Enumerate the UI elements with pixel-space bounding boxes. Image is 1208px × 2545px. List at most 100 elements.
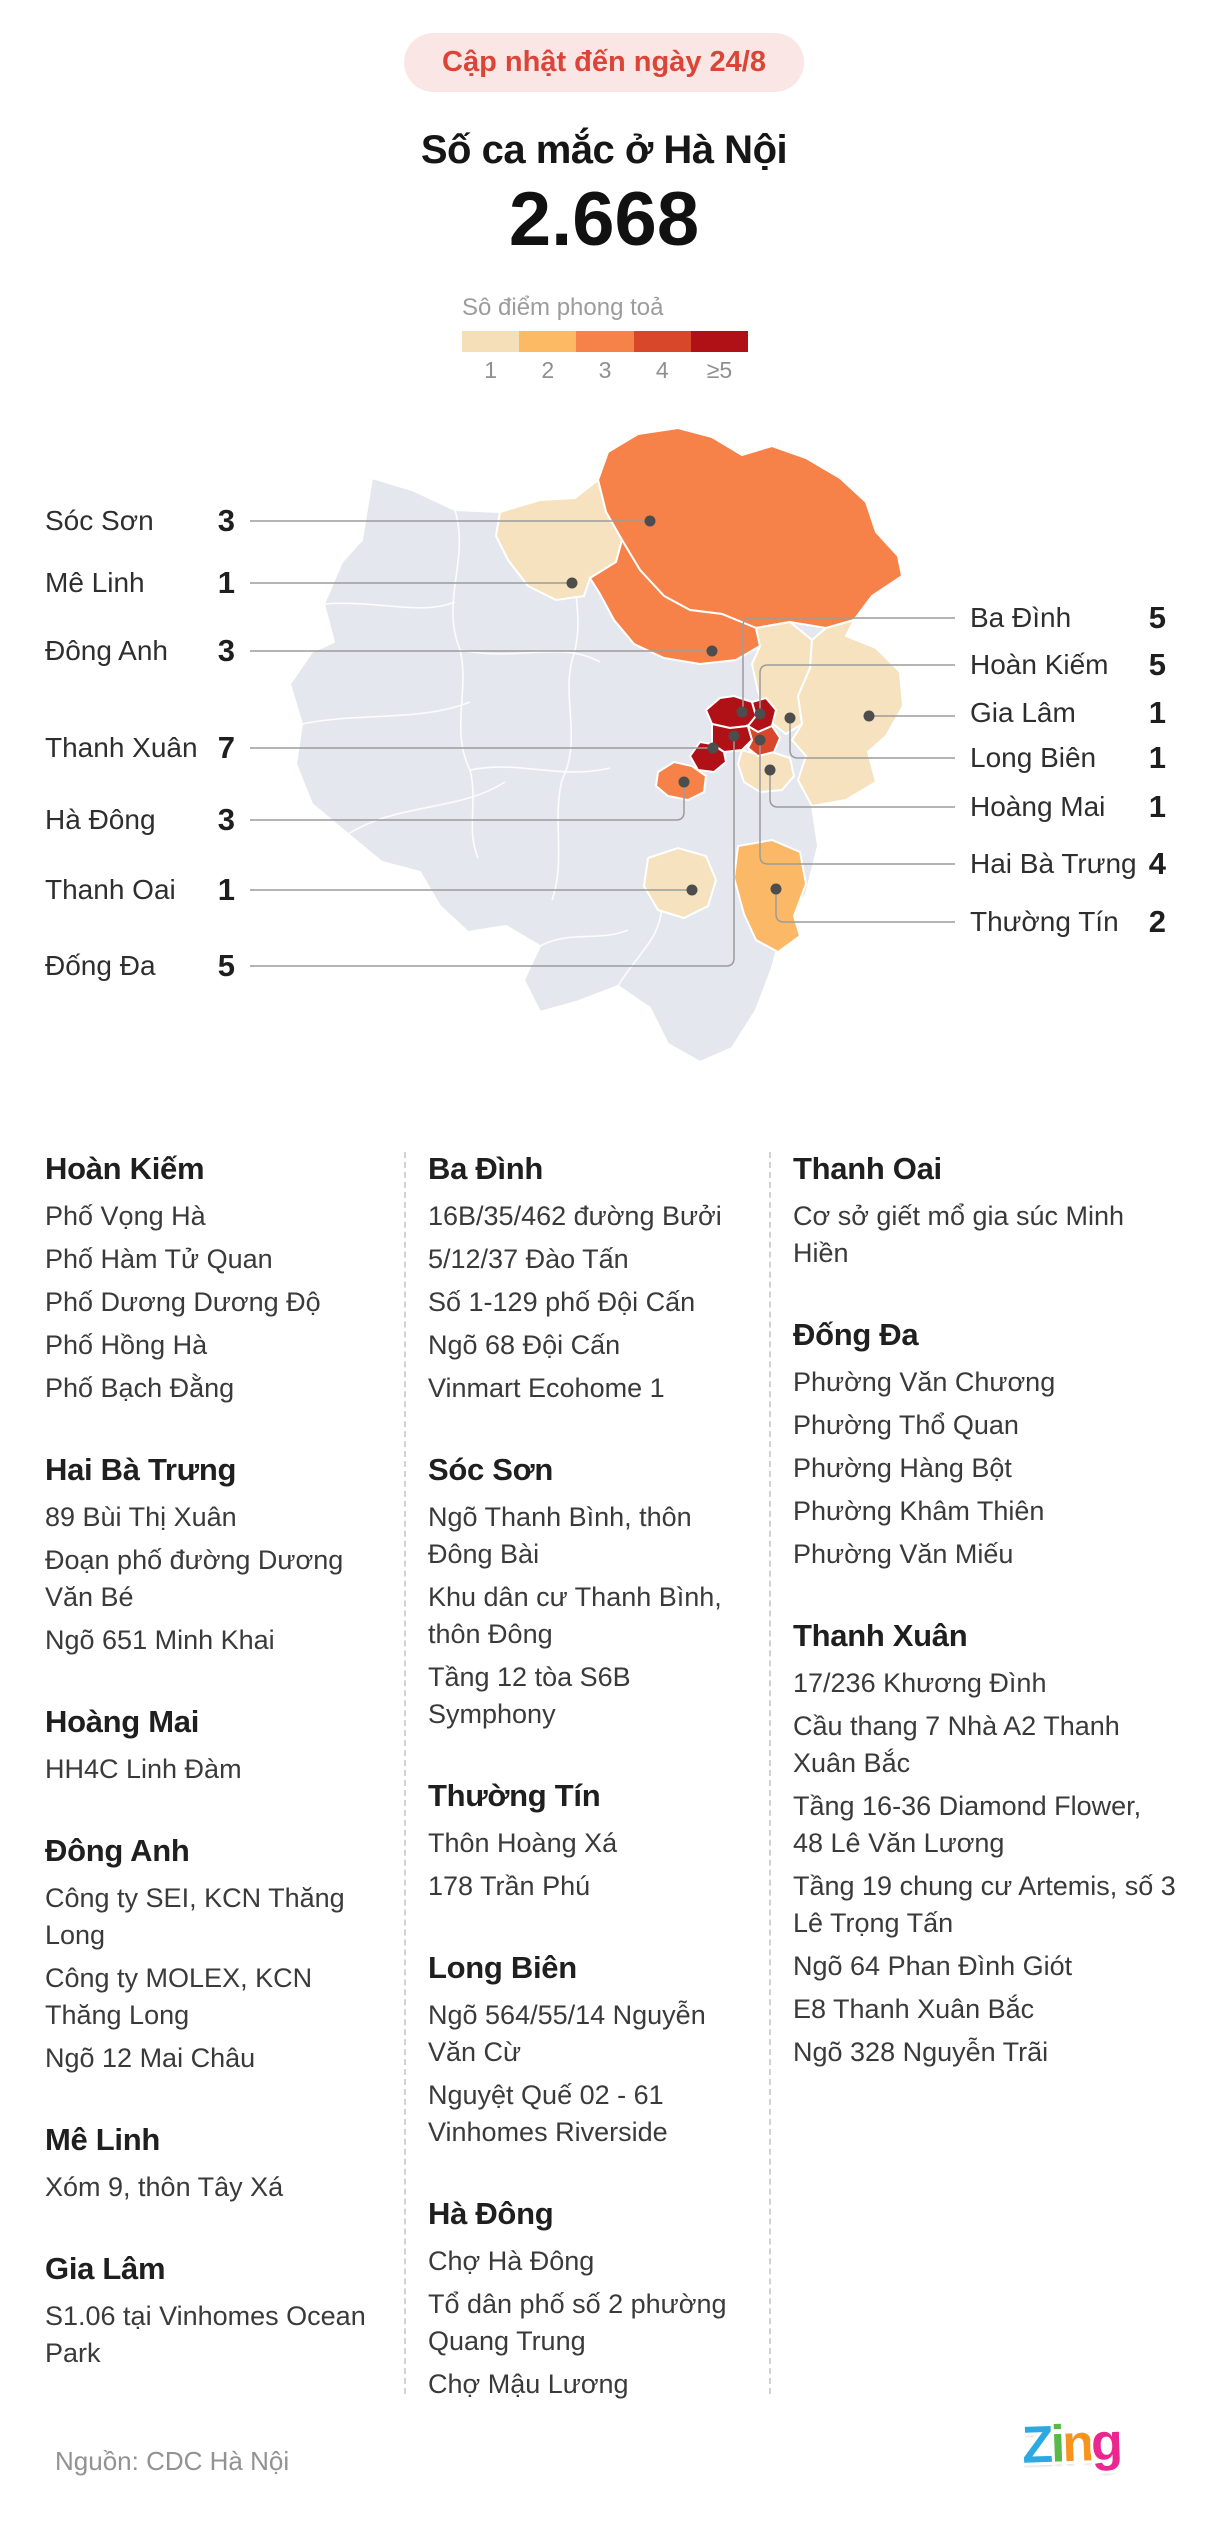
list-entry: 16B/35/462 đường Bưởi (428, 1201, 722, 1231)
district-value: 3 (217, 802, 235, 837)
legend-swatch (633, 331, 691, 352)
list-entry: Tầng 16-36 Diamond Flower, 48 Lê Văn Lươ… (793, 1791, 1142, 1858)
legend-tick-label: ≥5 (706, 357, 733, 383)
legend-tick-label: 1 (484, 357, 497, 383)
list-entry: Ngõ 64 Phan Đình Giót (793, 1951, 1073, 1981)
page-title: Số ca mắc ở Hà Nội (420, 128, 788, 172)
list-entry: 5/12/37 Đào Tấn (428, 1244, 629, 1274)
list-entry: E8 Thanh Xuân Bắc (793, 1994, 1035, 2024)
list-entry: Công ty MOLEX, KCN Thăng Long (45, 1963, 313, 2030)
list-entry: Phố Dương Dương Độ (45, 1287, 321, 1317)
district-name: Hoàn Kiếm (970, 649, 1109, 680)
district-name: Hai Bà Trưng (970, 848, 1137, 879)
district-value: 2 (1148, 904, 1166, 939)
list-entry: 178 Trần Phú (428, 1871, 591, 1901)
list-entry: Ngõ 651 Minh Khai (45, 1625, 275, 1655)
list-entry: Thường Tín (428, 1778, 601, 1813)
list-entry: Phố Bạch Đằng (45, 1373, 235, 1403)
district-name: Hà Đông (45, 804, 156, 835)
list-entry: Long Biên (428, 1950, 577, 1985)
list-entry: Chợ Hà Đông (428, 2246, 595, 2276)
list-entry: Xóm 9, thôn Tây Xá (45, 2172, 284, 2202)
district-dong-anh (588, 537, 762, 666)
district-value: 3 (217, 503, 235, 538)
list-entry: Cơ sở giết mổ gia súc Minh Hiền (793, 1201, 1125, 1268)
district-thuong-tin (732, 838, 808, 954)
list-entry: Thanh Oai (793, 1151, 942, 1186)
district-name: Long Biên (970, 742, 1097, 773)
list-entry: Nguyệt Quế 02 - 61 Vinhomes Riverside (428, 2080, 668, 2147)
district-name: Gia Lâm (970, 697, 1076, 728)
list-entry: Phố Vọng Hà (45, 1201, 206, 1231)
map-label-row: Sóc Sơn 3 (45, 501, 235, 541)
map-label-row: Hoàng Mai 1 (970, 787, 1166, 827)
list-entry: Hoàng Mai (45, 1704, 200, 1739)
district-name: Đông Anh (45, 635, 168, 666)
hanoi-district-map (250, 426, 955, 1063)
list-entry: Đông Anh (45, 1833, 190, 1868)
leader-lines (250, 520, 955, 967)
district-value: 1 (1148, 789, 1166, 824)
district-value: 1 (217, 565, 235, 600)
district-value: 7 (217, 730, 235, 765)
legend-swatch (576, 331, 634, 352)
list-entry: Số 1-129 phố Đội Cấn (428, 1287, 696, 1317)
list-entry: Cầu thang 7 Nhà A2 Thanh Xuân Bắc (793, 1711, 1120, 1778)
district-name: Mê Linh (45, 567, 145, 598)
update-date-badge: Cập nhật đến ngày 24/8 (404, 33, 804, 92)
legend-swatch (519, 331, 577, 352)
map-label-row: Gia Lâm 1 (970, 693, 1166, 733)
district-dots (566, 515, 875, 896)
total-cases-number: 2.668 (508, 177, 700, 262)
list-entry: Hai Bà Trưng (45, 1452, 237, 1487)
list-column-2: Ba Đình 16B/35/462 đường Bưởi 5/12/37 Đào … (428, 1150, 753, 2409)
list-entry: Ba Đình (428, 1151, 544, 1186)
list-entry: Đoạn phố đường Dương Văn Bé (45, 1545, 344, 1612)
legend-tick-label: 2 (541, 357, 555, 383)
list-entry: Thôn Hoàng Xá (428, 1828, 618, 1858)
district-value: 5 (217, 948, 235, 983)
map-label-row: Thanh Xuân 7 (45, 728, 235, 768)
legend-tick-label: 3 (598, 357, 612, 383)
district-value: 1 (217, 872, 235, 907)
list-entry: S1.06 tại Vinhomes Ocean Park (45, 2301, 366, 2368)
district-name: Thanh Oai (45, 874, 176, 905)
list-entry: Đống Đa (793, 1317, 919, 1352)
list-entry: Ngõ 12 Mai Châu (45, 2043, 256, 2073)
map-label-row: Hoàn Kiếm 5 (970, 645, 1166, 685)
list-entry: Công ty SEI, KCN Thăng Long (45, 1883, 345, 1950)
district-value: 1 (1148, 740, 1166, 775)
zing-logo-letter: n (1061, 2414, 1092, 2474)
list-entry: Ngõ 68 Đội Cấn (428, 1330, 621, 1360)
district-name: Ba Đình (970, 602, 1072, 633)
list-entry: Mê Linh (45, 2122, 160, 2157)
zing-logo: Zing (1021, 2412, 1121, 2475)
column-separator (404, 1152, 406, 2394)
district-name: Đống Đa (45, 950, 156, 981)
list-entry: Ngõ 328 Nguyễn Trãi (793, 2037, 1049, 2067)
list-entry: Phố Hồng Hà (45, 1330, 208, 1360)
map-label-row: Đống Đa 5 (45, 946, 235, 986)
list-entry: Tầng 12 tòa S6B Symphony (428, 1662, 631, 1729)
list-entry: Sóc Sơn (428, 1452, 554, 1487)
list-entry: HH4C Linh Đàm (45, 1754, 242, 1784)
list-entry: Tầng 19 chung cư Artemis, số 3 Lê Trọng … (793, 1871, 1176, 1938)
district-value: 3 (217, 633, 235, 668)
list-entry: 17/236 Khương Đình (793, 1668, 1047, 1698)
legend-ticks: 1 2 3 4 ≥5 (462, 357, 748, 384)
map-label-row: Ba Đình 5 (970, 598, 1166, 638)
district-name: Sóc Sơn (45, 505, 154, 536)
source-credit: Nguồn: CDC Hà Nội (55, 2446, 290, 2476)
list-entry: Hoàn Kiếm (45, 1151, 205, 1186)
list-entry: Phường Văn Miếu (793, 1539, 1014, 1569)
list-entry: 89 Bùi Thị Xuân (45, 1502, 237, 1532)
list-entry: Phường Văn Chương (793, 1367, 1056, 1397)
map-internal-borders (301, 497, 663, 987)
list-entry: Phường Hàng Bột (793, 1453, 1012, 1483)
list-entry: Thanh Xuân (793, 1618, 968, 1653)
list-entry: Khu dân cư Thanh Bình, thôn Đông (428, 1582, 722, 1649)
list-entry: Hà Đông (428, 2196, 554, 2231)
list-column-1: Hoàn Kiếm Phố Vọng Hà Phố Hàm Tử Quan Phố D… (45, 1150, 387, 2378)
district-gia-lam (790, 618, 905, 808)
